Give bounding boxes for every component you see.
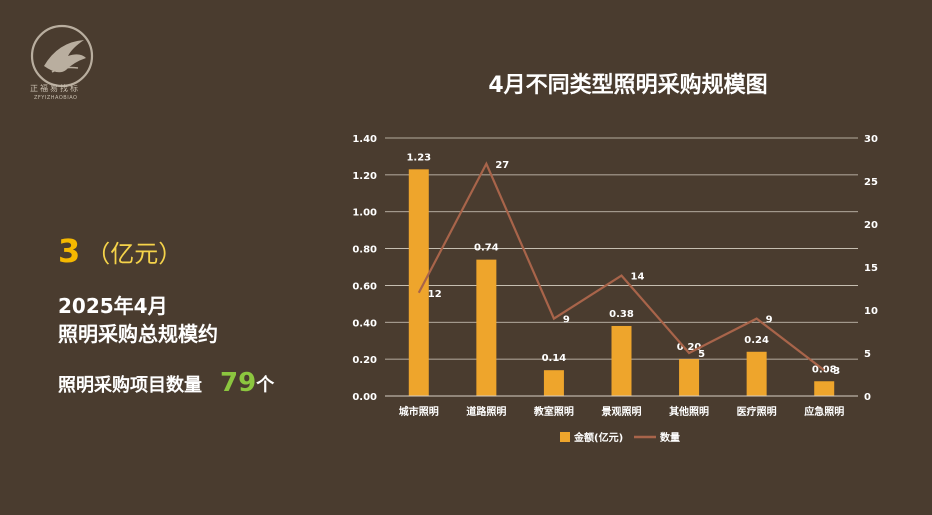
bar	[408, 169, 429, 396]
left-tick-label: 1.40	[352, 134, 377, 145]
left-tick-label: 1.20	[352, 171, 377, 182]
logo-name: 正福易找标	[30, 84, 80, 93]
bar	[611, 325, 632, 396]
left-tick-label: 0.40	[352, 318, 377, 329]
right-tick-label: 5	[864, 349, 871, 360]
left-tick-label: 0.20	[352, 355, 377, 366]
total-amount: 3 （亿元）	[58, 232, 182, 270]
x-tick-label: 城市照明	[399, 405, 439, 418]
right-tick-label: 0	[864, 392, 871, 403]
bar-value-label: 0.38	[609, 309, 634, 320]
bar-value-label: 0.20	[677, 342, 702, 353]
line-series: 12 27 9 14 5 9 3	[417, 160, 840, 377]
right-tick-label: 20	[864, 220, 878, 231]
right-tick-label: 15	[864, 263, 878, 274]
logo-mark	[30, 24, 94, 88]
bar-value-label: 0.74	[474, 243, 499, 254]
chart-legend: 金额(亿元) 数量	[560, 431, 680, 444]
project-count-label: 照明采购项目数量	[58, 375, 202, 396]
x-tick-label: 医疗照明	[737, 405, 777, 418]
line-value-label: 9	[563, 315, 570, 326]
x-tick-label: 道路照明	[466, 405, 506, 418]
bar-value-label: 0.14	[542, 353, 567, 364]
project-count-unit: 个	[256, 375, 275, 396]
right-axis: 0 5 10 15 20 25 30	[864, 134, 878, 403]
line-value-label: 12	[428, 289, 442, 300]
legend-bar-label: 金额(亿元)	[573, 431, 623, 444]
bar	[679, 359, 700, 396]
left-tick-label: 0.60	[352, 281, 377, 292]
period-label: 2025年4月	[58, 294, 168, 318]
x-tick-label: 教室照明	[533, 405, 574, 418]
right-tick-label: 25	[864, 177, 878, 188]
left-tick-label: 0.80	[352, 245, 377, 256]
x-tick-label: 景观照明	[602, 406, 642, 418]
line-value-label: 5	[698, 349, 705, 360]
total-amount-unit: （亿元）	[86, 240, 183, 268]
line-path	[417, 161, 825, 372]
total-amount-value: 3	[58, 232, 81, 270]
project-count: 照明采购项目数量 79 个	[58, 368, 274, 398]
right-tick-label: 30	[864, 134, 878, 145]
left-axis: 0.00 0.20 0.40 0.60 0.80 1.00 1.20 1.40	[352, 134, 377, 403]
left-tick-label: 0.00	[352, 392, 377, 403]
legend-bar-swatch	[560, 432, 570, 442]
bar	[814, 381, 835, 396]
bar	[746, 351, 767, 396]
left-tick-label: 1.00	[352, 208, 377, 219]
line-value-label: 9	[766, 315, 773, 326]
line-value-label: 3	[833, 366, 840, 377]
line-value-label: 27	[495, 160, 509, 171]
logo-subtitle: ZFYIZHAOBIAO	[34, 95, 78, 101]
bar-value-label: 1.23	[406, 152, 431, 163]
x-axis: 城市照明 道路照明 教室照明 景观照明 其他照明 医疗照明 应急照明	[385, 395, 858, 418]
bar-series: 1.230.740.140.380.200.240.08	[406, 152, 837, 396]
bar-value-label: 0.24	[744, 335, 769, 346]
bar	[543, 370, 564, 396]
x-tick-label: 应急照明	[804, 405, 844, 418]
chart-title: 4月不同类型照明采购规模图	[488, 72, 767, 98]
project-count-value: 79	[220, 368, 257, 398]
bar	[476, 259, 497, 396]
amount-label: 照明采购总规模约	[58, 322, 218, 346]
x-tick-label: 其他照明	[669, 405, 709, 418]
line-value-label: 14	[631, 272, 645, 283]
legend-line-label: 数量	[660, 431, 680, 444]
right-tick-label: 10	[864, 306, 878, 317]
